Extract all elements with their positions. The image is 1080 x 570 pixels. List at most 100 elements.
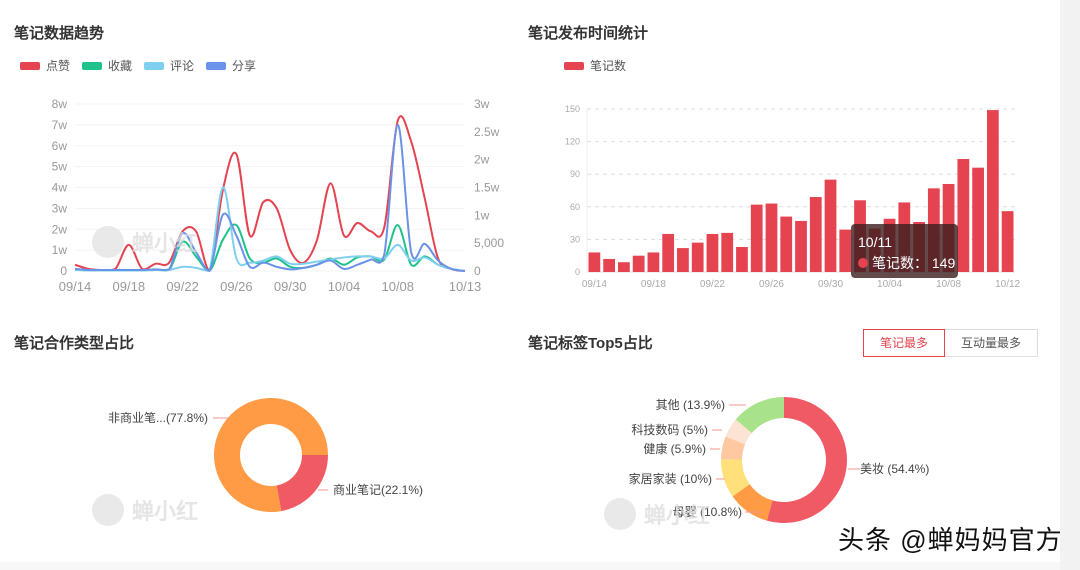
- bar-09/29: [809, 197, 822, 272]
- line-series-点赞: [74, 115, 466, 272]
- bar-10/11: [986, 110, 999, 272]
- svg-text:09/30: 09/30: [274, 279, 307, 294]
- bar-09/16: [618, 262, 630, 272]
- bar-10/01: [839, 229, 852, 272]
- svg-text:09/14: 09/14: [59, 279, 92, 294]
- bar-09/24: [736, 247, 748, 272]
- bar-09/14: [588, 252, 601, 272]
- bar-09/20: [677, 248, 689, 272]
- most-interaction-button[interactable]: 互动量最多: [945, 329, 1039, 357]
- legend-item[interactable]: 分享: [206, 57, 256, 74]
- svg-text:家居家装 (10%): 家居家装 (10%): [629, 471, 712, 486]
- bar-09/22: [706, 233, 719, 272]
- donut-slice-非商业笔记: [214, 398, 328, 512]
- donut-slice-美妆: [766, 397, 847, 523]
- bar-09/23: [721, 232, 734, 272]
- publish-legend: 笔记数: [564, 57, 638, 74]
- bar-10/10: [972, 167, 984, 272]
- svg-text:6w: 6w: [52, 139, 68, 153]
- svg-text:健康 (5.9%): 健康 (5.9%): [643, 441, 706, 456]
- svg-text:30: 30: [570, 234, 580, 244]
- section-divider: [0, 562, 1060, 570]
- bar-10/12: [1001, 211, 1014, 272]
- svg-text:4w: 4w: [52, 181, 68, 195]
- publish-bar-chart[interactable]: 0 30 60 90 120 150 09/14 09/18 09/22 09/26 09/30 10…: [520, 90, 1060, 300]
- svg-text:09/22: 09/22: [700, 279, 725, 290]
- svg-text:美妆 (54.4%): 美妆 (54.4%): [860, 462, 929, 476]
- legend-swatch-icon: [564, 61, 584, 70]
- bar-09/27: [780, 216, 793, 272]
- svg-text:5w: 5w: [52, 160, 68, 174]
- svg-text:非商业笔...(77.8%): 非商业笔...(77.8%): [108, 410, 208, 425]
- svg-text:10/11: 10/11: [858, 234, 892, 250]
- svg-text:3w: 3w: [52, 201, 68, 215]
- svg-text:8w: 8w: [52, 97, 68, 111]
- svg-text:09/14: 09/14: [582, 279, 607, 290]
- svg-text:2.5w: 2.5w: [474, 125, 500, 139]
- page-scroll-gutter: [1060, 0, 1080, 570]
- svg-text:90: 90: [570, 169, 580, 179]
- svg-text:09/26: 09/26: [759, 279, 784, 290]
- svg-text:1w: 1w: [52, 243, 68, 257]
- footer-watermark: 头条 @蝉妈妈官方: [838, 525, 1063, 555]
- legend-label: 笔记数: [590, 59, 627, 73]
- legend-item[interactable]: 评论: [144, 57, 194, 74]
- svg-text:60: 60: [570, 202, 580, 212]
- svg-text:09/18: 09/18: [113, 279, 146, 294]
- legend-item[interactable]: 笔记数: [564, 57, 626, 74]
- svg-text:0: 0: [60, 264, 67, 278]
- trend-panel-title: 笔记数据趋势: [14, 25, 105, 42]
- bar-09/15: [603, 258, 616, 272]
- tags-panel-title: 笔记标签Top5占比: [528, 335, 653, 352]
- svg-text:120: 120: [565, 137, 580, 147]
- bar-09/26: [765, 203, 778, 272]
- publish-panel-title: 笔记发布时间统计: [528, 25, 649, 42]
- svg-text:10/04: 10/04: [328, 279, 361, 294]
- svg-text:09/22: 09/22: [166, 279, 199, 294]
- legend-label: 分享: [232, 59, 257, 73]
- legend-item[interactable]: 点赞: [20, 57, 70, 74]
- svg-text:笔记数： 149: 笔记数： 149: [872, 255, 955, 271]
- donut-slice-其他: [735, 397, 784, 434]
- svg-text:10/12: 10/12: [995, 279, 1020, 290]
- legend-item[interactable]: 收藏: [82, 57, 132, 74]
- legend-swatch-icon: [206, 61, 227, 70]
- tags-donut-chart[interactable]: 美妆 (54.4%) 母婴 (10.8%) 家居家装 (10%) 健康 (5.9%) 科…: [520, 360, 1060, 560]
- legend-label: 评论: [170, 59, 195, 73]
- coop-panel-title: 笔记合作类型占比: [14, 335, 135, 352]
- legend-label: 点赞: [46, 59, 71, 73]
- bar-09/19: [662, 233, 675, 272]
- svg-text:5,000: 5,000: [474, 236, 504, 250]
- legend-label: 收藏: [108, 59, 133, 73]
- svg-text:2w: 2w: [52, 222, 68, 236]
- bar-tooltip: 10/11 笔记数： 149: [851, 224, 958, 278]
- bar-09/25: [750, 204, 763, 272]
- svg-text:商业笔记(22.1%): 商业笔记(22.1%): [333, 482, 423, 497]
- svg-text:其他 (13.9%): 其他 (13.9%): [656, 398, 725, 412]
- svg-text:1.5w: 1.5w: [474, 181, 500, 195]
- svg-text:150: 150: [565, 104, 580, 114]
- bar-09/28: [795, 220, 807, 272]
- svg-text:09/30: 09/30: [818, 279, 843, 290]
- legend-swatch-icon: [82, 61, 103, 70]
- trend-line-chart[interactable]: 0 1w 2w 3w 4w 5w 6w 7w 8w 0 5,000 1w 1.5w 2w 2.5w 3w 09/…: [0, 90, 520, 300]
- svg-text:2w: 2w: [474, 153, 490, 167]
- legend-swatch-icon: [144, 61, 165, 70]
- coop-donut-chart[interactable]: 商业笔记(22.1%) 非商业笔...(77.8%): [0, 360, 520, 560]
- svg-text:10/04: 10/04: [877, 279, 902, 290]
- svg-text:1w: 1w: [474, 208, 490, 222]
- svg-text:10/13: 10/13: [449, 279, 482, 294]
- most-notes-button[interactable]: 笔记最多: [863, 329, 946, 357]
- svg-text:10/08: 10/08: [381, 279, 414, 294]
- bar-09/18: [647, 252, 660, 272]
- bar-09/30: [824, 179, 837, 272]
- svg-text:10/08: 10/08: [936, 279, 961, 290]
- bar-09/17: [632, 255, 645, 272]
- svg-text:09/26: 09/26: [220, 279, 253, 294]
- watermark-icon: [604, 498, 636, 530]
- donut-slice-科技数码: [725, 419, 752, 445]
- watermark-logo: 蝉小红: [92, 494, 198, 526]
- svg-text:09/18: 09/18: [641, 279, 666, 290]
- legend-swatch-icon: [20, 61, 40, 70]
- donut-slice-健康: [721, 436, 746, 460]
